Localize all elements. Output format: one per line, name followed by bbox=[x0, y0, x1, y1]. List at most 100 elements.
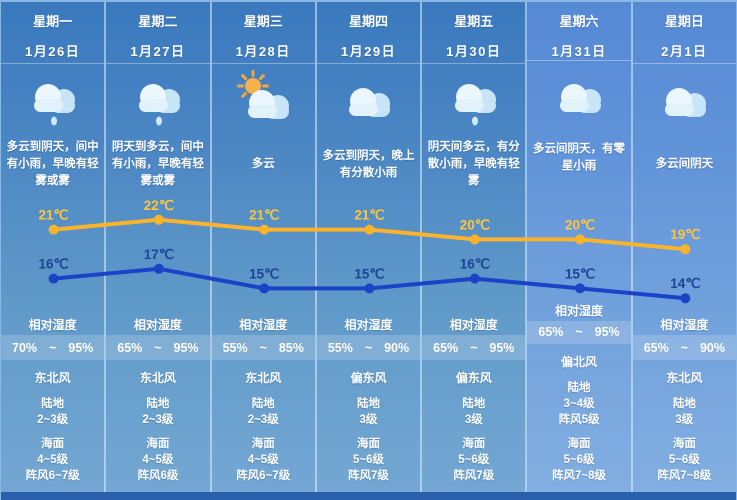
humidity-range: 65% ~ 95% bbox=[527, 320, 631, 345]
wind-section: 东北风 陆地 2~3级 海面 4~5级 阵风6~7级 bbox=[212, 360, 315, 494]
weather-description: 多云到阴天，晚上有分散小雨 bbox=[322, 149, 415, 179]
sea-label: 海面 bbox=[567, 438, 591, 451]
humidity-range: 65% ~ 95% bbox=[422, 335, 526, 361]
day-header: 星期六 1月31日 bbox=[527, 2, 631, 62]
wind-direction: 偏东风 bbox=[350, 371, 387, 386]
day-column: 星期五 1月30日 阴天间多云，有分散小雨，早晚有轻雾 相对湿度 65% ~ 9… bbox=[422, 2, 528, 494]
humidity-low: 70% bbox=[12, 340, 38, 355]
wind-land-group: 陆地 2~3级 bbox=[1, 397, 104, 429]
humidity-range: 65% ~ 95% bbox=[106, 335, 210, 361]
day-header: 星期一 1月26日 bbox=[1, 2, 105, 64]
land-label: 陆地 bbox=[41, 397, 65, 410]
wind-land-group: 陆地 3级 bbox=[317, 397, 420, 429]
sea-levels: 5~6级 阵风7~8级 bbox=[527, 453, 630, 485]
wind-section: 东北风 陆地 2~3级 海面 4~5级 阵风6~7级 bbox=[1, 360, 104, 494]
humidity-tilde: ~ bbox=[680, 340, 688, 355]
chart-spacer bbox=[106, 195, 209, 316]
wind-sea-group: 海面 4~5级 阵风6~7级 bbox=[212, 437, 315, 485]
wind-level: 2~3级 bbox=[142, 413, 174, 426]
day-header: 星期五 1月30日 bbox=[422, 2, 526, 64]
wind-level: 3级 bbox=[675, 413, 694, 426]
humidity-label: 相对湿度 bbox=[133, 317, 182, 332]
wind-land-group: 陆地 2~3级 bbox=[212, 397, 315, 429]
wind-direction: 东北风 bbox=[666, 371, 703, 386]
chart-spacer bbox=[317, 195, 420, 316]
wind-direction: 偏北风 bbox=[561, 355, 598, 370]
wind-level: 阵风7级 bbox=[348, 470, 389, 483]
wind-land-group: 陆地 3级 bbox=[633, 397, 736, 429]
humidity-label: 相对湿度 bbox=[660, 317, 709, 332]
weekday-label: 星期五 bbox=[454, 14, 494, 29]
weekday-label: 星期二 bbox=[138, 14, 178, 29]
wind-level: 3级 bbox=[359, 413, 378, 426]
wind-level: 5~6级 bbox=[352, 454, 384, 467]
humidity-low: 65% bbox=[643, 340, 669, 355]
humidity-range: 65% ~ 90% bbox=[632, 335, 736, 361]
land-label: 陆地 bbox=[356, 397, 380, 410]
cloud-rain-icon bbox=[106, 64, 209, 135]
weather-description: 阴天间多云，有分散小雨，早晚有轻雾 bbox=[427, 140, 520, 188]
wind-level: 3级 bbox=[464, 413, 483, 426]
land-label: 陆地 bbox=[251, 397, 275, 410]
humidity-range: 55% ~ 85% bbox=[211, 335, 315, 361]
day-column: 星期日 2月1日 多云间阴天 相对湿度 65% ~ 90% 东北风 陆地 3级 … bbox=[632, 2, 736, 494]
wind-sea-group: 海面 5~6级 阵风7级 bbox=[422, 437, 525, 485]
wind-level: 阵风7级 bbox=[453, 470, 495, 483]
sea-levels: 5~6级 阵风7~8级 bbox=[633, 453, 736, 485]
wind-land-group: 陆地 3~4级阵风5级 bbox=[527, 381, 630, 429]
land-label: 陆地 bbox=[567, 381, 591, 394]
wind-level: 阵风6~7级 bbox=[25, 470, 80, 483]
humidity-tilde: ~ bbox=[48, 340, 57, 355]
humidity-low: 55% bbox=[222, 340, 248, 355]
land-label: 陆地 bbox=[462, 397, 486, 410]
day-column: 星期六 1月31日 多云间阴天，有零星小雨 相对湿度 65% ~ 95% 偏北风… bbox=[527, 2, 633, 494]
sea-levels: 4~5级阵风6~7级 bbox=[1, 453, 104, 485]
wind-level: 4~5级 bbox=[37, 454, 69, 467]
wind-direction: 偏东风 bbox=[455, 371, 492, 386]
wind-sea-group: 海面 5~6级 阵风7~8级 bbox=[527, 437, 630, 485]
wind-direction: 东北风 bbox=[139, 371, 176, 386]
weather-description: 多云到阴天，间中有小雨，早晚有轻雾或雾 bbox=[6, 140, 99, 188]
chart-spacer bbox=[633, 195, 736, 316]
wind-level: 2~3级 bbox=[37, 413, 69, 426]
weekday-label: 星期四 bbox=[348, 14, 388, 29]
day-column: 星期一 1月26日 多云到阴天，间中有小雨，早晚有轻雾或雾 相对湿度 70% ~… bbox=[1, 2, 107, 494]
humidity-high: 90% bbox=[384, 340, 410, 355]
chart-spacer bbox=[212, 195, 315, 316]
sea-label: 海面 bbox=[356, 438, 380, 451]
land-levels: 3级 bbox=[422, 413, 525, 429]
day-column: 星期二 1月27日 阴天到多云，间中有小雨，早晚有轻雾或雾 相对湿度 65% ~… bbox=[106, 2, 212, 494]
wind-section: 东北风 陆地 3级 海面 5~6级 阵风7~8级 bbox=[633, 360, 736, 494]
humidity-high: 95% bbox=[489, 340, 515, 355]
weekday-label: 星期日 bbox=[664, 14, 704, 29]
date-label: 1月27日 bbox=[130, 44, 186, 59]
humidity-low: 65% bbox=[117, 340, 143, 355]
wind-direction: 东北风 bbox=[245, 371, 282, 386]
sea-label: 海面 bbox=[462, 438, 486, 451]
land-levels: 3~4级阵风5级 bbox=[527, 397, 630, 429]
sea-label: 海面 bbox=[672, 438, 696, 451]
humidity-tilde: ~ bbox=[470, 340, 478, 355]
cloud-icon bbox=[317, 64, 420, 135]
sun-cloud-icon bbox=[212, 64, 315, 135]
humidity-label: 相对湿度 bbox=[555, 303, 604, 318]
chart-spacer bbox=[1, 195, 104, 316]
date-label: 1月31日 bbox=[551, 44, 607, 59]
humidity-label: 相对湿度 bbox=[344, 317, 393, 332]
weather-description: 多云 bbox=[251, 158, 275, 171]
humidity-label: 相对湿度 bbox=[239, 317, 288, 332]
humidity-range: 70% ~ 95% bbox=[1, 335, 105, 361]
cloud-rain-icon bbox=[1, 64, 104, 135]
wind-level: 3~4级 bbox=[563, 397, 595, 410]
chart-spacer bbox=[527, 186, 630, 302]
humidity-label: 相对湿度 bbox=[449, 317, 498, 332]
day-column: 星期三 1月28日 多云 相对湿度 55% ~ 85% 东北风 陆地 2~3级 … bbox=[211, 2, 317, 494]
wind-level: 阵风5级 bbox=[558, 413, 600, 426]
bottom-bar bbox=[1, 492, 736, 500]
humidity-high: 95% bbox=[173, 340, 199, 355]
wind-level: 阵风7~8级 bbox=[657, 470, 712, 483]
humidity-range: 55% ~ 90% bbox=[316, 335, 421, 361]
wind-sea-group: 海面 4~5级 阵风6级 bbox=[106, 437, 209, 485]
